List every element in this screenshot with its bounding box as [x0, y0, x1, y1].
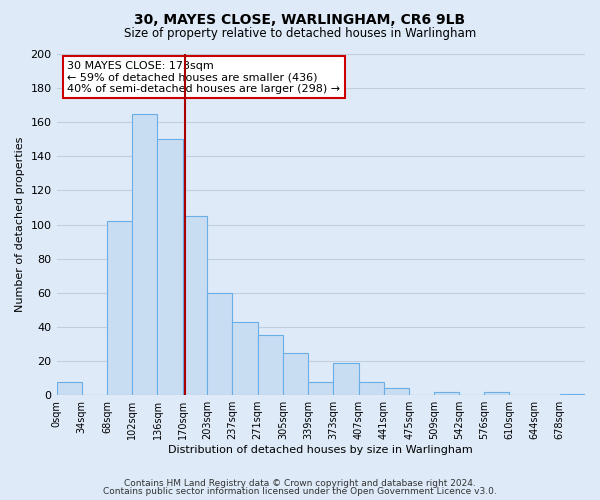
Bar: [157, 140, 183, 395]
Text: 30, MAYES CLOSE, WARLINGHAM, CR6 9LB: 30, MAYES CLOSE, WARLINGHAM, CR6 9LB: [134, 12, 466, 26]
Bar: [207, 293, 232, 395]
Text: Size of property relative to detached houses in Warlingham: Size of property relative to detached ho…: [124, 28, 476, 40]
Bar: [283, 352, 308, 395]
Bar: [308, 382, 334, 395]
X-axis label: Distribution of detached houses by size in Warlingham: Distribution of detached houses by size …: [169, 445, 473, 455]
Text: Contains public sector information licensed under the Open Government Licence v3: Contains public sector information licen…: [103, 487, 497, 496]
Bar: [107, 221, 132, 395]
Bar: [560, 394, 585, 395]
Bar: [56, 382, 82, 395]
Text: Contains HM Land Registry data © Crown copyright and database right 2024.: Contains HM Land Registry data © Crown c…: [124, 478, 476, 488]
Text: 30 MAYES CLOSE: 173sqm
← 59% of detached houses are smaller (436)
40% of semi-de: 30 MAYES CLOSE: 173sqm ← 59% of detached…: [67, 61, 340, 94]
Bar: [183, 216, 207, 395]
Bar: [334, 363, 359, 395]
Bar: [359, 382, 384, 395]
Bar: [132, 114, 157, 395]
Bar: [484, 392, 509, 395]
Bar: [257, 336, 283, 395]
Bar: [384, 388, 409, 395]
Bar: [232, 322, 257, 395]
Bar: [434, 392, 459, 395]
Y-axis label: Number of detached properties: Number of detached properties: [15, 137, 25, 312]
